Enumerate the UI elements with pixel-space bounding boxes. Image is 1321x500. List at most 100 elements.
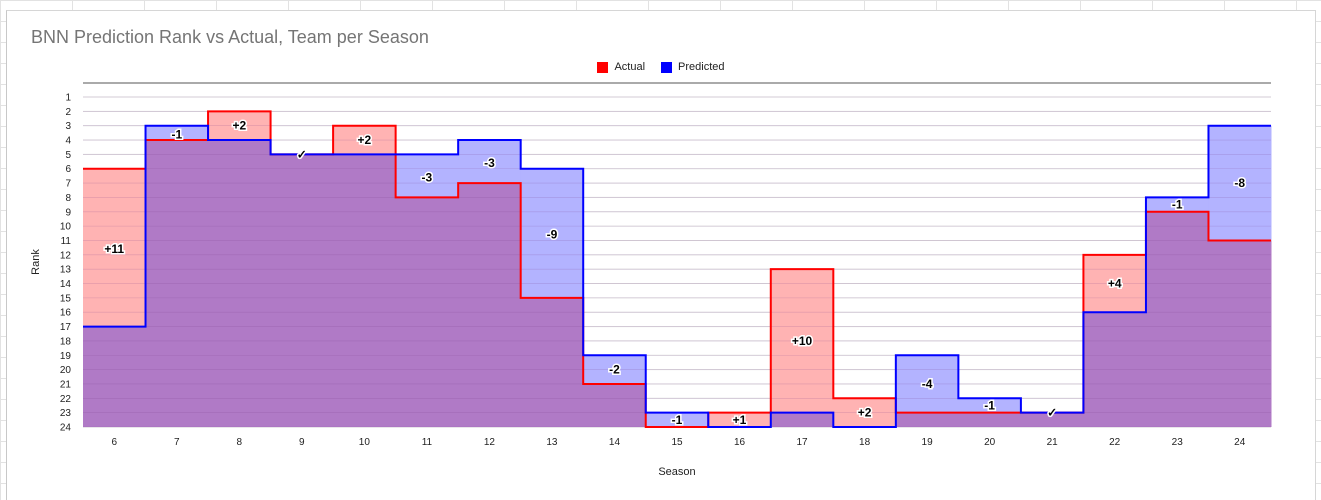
actual-area	[833, 398, 897, 427]
y-tick-label: 9	[65, 207, 71, 218]
predicted-area	[1145, 197, 1209, 212]
difference-label: +10	[792, 334, 813, 348]
difference-label: -8	[1234, 176, 1245, 190]
predicted-area	[395, 154, 459, 198]
difference-label: +4	[1108, 277, 1122, 291]
y-tick-label: 11	[61, 236, 72, 247]
overlap-area	[145, 140, 209, 428]
legend-item-actual[interactable]: Actual	[597, 61, 645, 73]
chart-title: BNN Prediction Rank vs Actual, Team per …	[31, 27, 429, 47]
actual-area	[770, 269, 834, 413]
x-tick-label: 22	[1109, 437, 1121, 448]
predicted-area	[958, 398, 1022, 413]
overlap-area	[395, 197, 459, 427]
difference-label: +2	[358, 133, 372, 147]
difference-label: -1	[672, 413, 683, 427]
y-tick-label: 1	[65, 93, 71, 104]
y-tick-label: 19	[60, 351, 72, 362]
difference-label: -2	[609, 363, 620, 377]
difference-label: ✓	[1047, 406, 1057, 420]
x-tick-label: 19	[922, 437, 934, 448]
y-tick-label: 18	[60, 336, 72, 347]
x-tick-label: 8	[237, 437, 243, 448]
y-tick-label: 5	[65, 150, 71, 161]
y-tick-label: 13	[60, 265, 72, 276]
actual-area	[1083, 254, 1147, 313]
overlap-area	[1208, 240, 1272, 427]
overlap-area	[770, 412, 834, 427]
overlap-area	[208, 140, 272, 428]
predicted-area	[145, 125, 209, 141]
overlap-area	[958, 412, 1022, 427]
x-tick-label: 7	[174, 437, 180, 448]
x-tick-label: 11	[422, 437, 433, 448]
overlap-area	[83, 326, 147, 427]
overlap-area	[333, 154, 397, 428]
overlap-area	[1020, 412, 1084, 427]
y-tick-label: 24	[60, 423, 72, 434]
x-tick-label: 6	[111, 437, 117, 448]
difference-label: +11	[104, 242, 124, 256]
predicted-area	[895, 355, 959, 413]
x-tick-label: 15	[671, 437, 683, 448]
difference-label: +2	[858, 406, 872, 420]
overlap-area	[895, 412, 959, 427]
y-tick-label: 4	[65, 136, 71, 147]
chart-card[interactable]: BNN Prediction Rank vs Actual, Team per …	[6, 10, 1316, 500]
y-tick-label: 2	[65, 107, 71, 118]
y-tick-label: 22	[60, 394, 72, 405]
y-tick-label: 10	[60, 222, 72, 233]
difference-label: -1	[171, 127, 182, 141]
x-tick-label: 14	[609, 437, 621, 448]
actual-area	[333, 125, 397, 155]
difference-label: -1	[1172, 198, 1183, 212]
predicted-area	[458, 140, 522, 184]
x-tick-label: 13	[546, 437, 558, 448]
predicted-area	[520, 168, 584, 298]
overlap-area	[583, 383, 647, 427]
difference-label: -4	[922, 377, 933, 391]
difference-label: +1	[733, 413, 747, 427]
legend-label-actual: Actual	[614, 61, 646, 73]
actual-area	[83, 168, 147, 327]
predicted-step-line	[83, 124, 1271, 428]
difference-label: +2	[232, 119, 246, 133]
actual-area	[208, 111, 272, 141]
y-tick-label: 14	[60, 279, 72, 290]
overlap-area	[270, 154, 334, 428]
y-tick-label: 21	[60, 379, 72, 390]
x-tick-label: 10	[359, 437, 371, 448]
predicted-area	[1208, 125, 1272, 241]
difference-label: -1	[984, 398, 995, 412]
overlap-area	[1145, 211, 1209, 427]
legend: Actual Predicted	[7, 61, 1315, 73]
y-tick-label: 23	[60, 408, 72, 419]
difference-label: ✓	[297, 147, 307, 161]
predicted-area	[583, 355, 647, 384]
y-axis-title: Rank	[30, 249, 42, 275]
x-tick-label: 9	[299, 437, 305, 448]
x-tick-label: 12	[484, 437, 496, 448]
y-tick-label: 3	[65, 121, 71, 132]
overlap-area	[1083, 312, 1147, 427]
legend-swatch-predicted	[661, 61, 673, 73]
y-tick-label: 8	[65, 193, 71, 204]
x-tick-label: 18	[859, 437, 871, 448]
y-tick-label: 17	[60, 322, 72, 333]
x-tick-label: 21	[1047, 437, 1059, 448]
overlap-area	[520, 297, 584, 427]
difference-label: -9	[547, 228, 558, 242]
y-tick-label: 20	[60, 365, 72, 376]
y-tick-label: 12	[60, 250, 72, 261]
x-tick-label: 23	[1172, 437, 1184, 448]
x-tick-label: 20	[984, 437, 996, 448]
predicted-area	[645, 412, 709, 427]
y-tick-label: 6	[65, 164, 71, 175]
y-tick-label: 15	[60, 293, 72, 304]
rank-step-chart: 1234567891011121314151617181920212223246…	[30, 82, 1272, 478]
y-tick-label: 7	[65, 179, 71, 190]
difference-label: -3	[422, 170, 433, 184]
x-tick-label: 17	[796, 437, 808, 448]
legend-item-predicted[interactable]: Predicted	[661, 61, 725, 73]
x-axis-title: Season	[658, 466, 695, 478]
